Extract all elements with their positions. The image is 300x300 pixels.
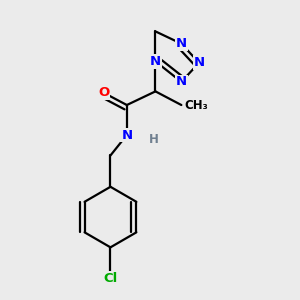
Text: N: N <box>194 56 205 69</box>
Text: H: H <box>148 133 158 146</box>
Text: N: N <box>176 37 187 50</box>
Text: N: N <box>150 55 161 68</box>
Text: N: N <box>121 128 132 142</box>
Text: Cl: Cl <box>103 272 118 285</box>
Text: CH₃: CH₃ <box>184 98 208 112</box>
Text: O: O <box>98 86 109 99</box>
Text: N: N <box>176 75 187 88</box>
